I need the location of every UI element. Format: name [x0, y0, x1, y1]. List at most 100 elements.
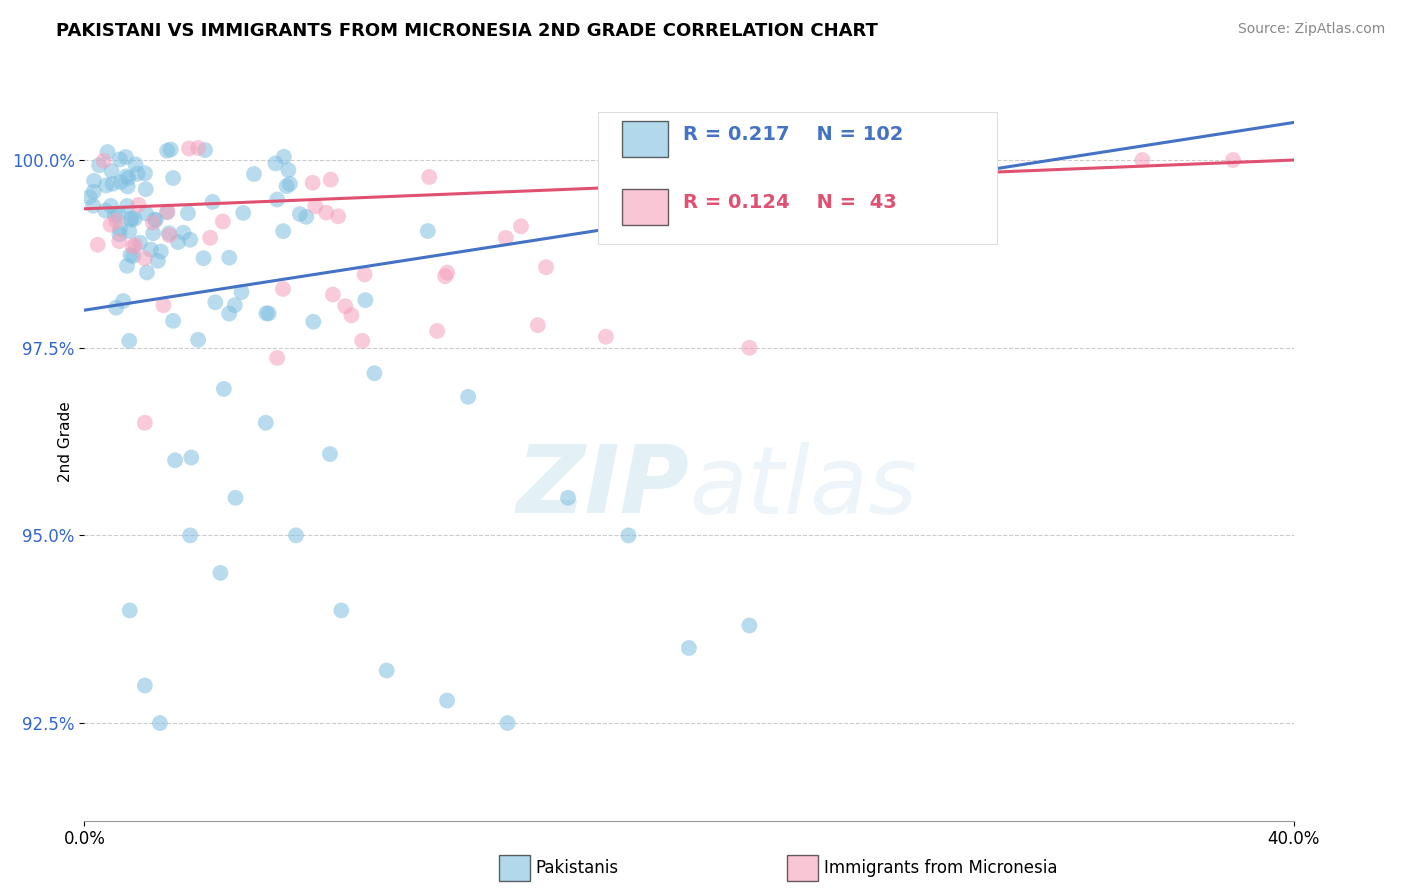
Point [534, 260, 557, 275]
Point [108, 153, 131, 167]
Point [630, 223, 652, 237]
Point [218, 251, 240, 265]
Point [434, 269, 457, 284]
Point [257, 306, 280, 320]
Point [149, 716, 172, 731]
Point [319, 172, 342, 186]
Point [129, 235, 152, 250]
Point [172, 226, 194, 240]
Point [330, 603, 353, 617]
Point [510, 219, 533, 234]
Text: Immigrants from Micronesia: Immigrants from Micronesia [824, 859, 1057, 877]
Point [301, 176, 323, 190]
Point [212, 382, 235, 396]
Point [295, 210, 318, 224]
Point [285, 528, 308, 542]
Point [82, 199, 104, 213]
Point [167, 235, 190, 249]
Point [204, 295, 226, 310]
Point [159, 228, 181, 243]
Point [162, 314, 184, 328]
Point [224, 298, 246, 312]
Point [87, 158, 110, 172]
Point [231, 285, 253, 299]
Point [143, 212, 166, 227]
FancyBboxPatch shape [623, 189, 668, 226]
Point [271, 224, 294, 238]
Point [107, 207, 129, 221]
Point [142, 216, 165, 230]
Point [288, 207, 311, 221]
Point [418, 169, 440, 184]
Point [157, 226, 180, 240]
Point [159, 143, 181, 157]
Point [200, 231, 222, 245]
Point [340, 308, 363, 322]
Point [105, 214, 128, 228]
Point [146, 253, 169, 268]
Point [124, 211, 146, 226]
Point [100, 218, 122, 232]
Point [156, 205, 179, 219]
Point [177, 206, 200, 220]
Point [108, 234, 131, 248]
Point [232, 206, 254, 220]
Point [595, 329, 617, 343]
Point [94, 178, 117, 193]
Point [156, 204, 179, 219]
Point [1222, 153, 1244, 167]
Point [134, 679, 156, 693]
Point [211, 214, 233, 228]
Point [165, 453, 187, 467]
Point [266, 351, 288, 365]
Point [375, 664, 398, 678]
Text: R = 0.217    N = 102: R = 0.217 N = 102 [683, 125, 903, 144]
Text: Pakistanis: Pakistanis [536, 859, 619, 877]
Point [218, 307, 240, 321]
Point [124, 238, 146, 252]
Point [108, 227, 131, 242]
Point [134, 166, 156, 180]
Point [264, 156, 287, 170]
Point [97, 145, 120, 159]
Point [135, 265, 157, 279]
Point [112, 293, 135, 308]
Point [120, 212, 142, 227]
Point [353, 268, 375, 282]
Text: R = 0.124    N =  43: R = 0.124 N = 43 [683, 194, 897, 212]
FancyBboxPatch shape [623, 120, 668, 157]
Point [117, 179, 139, 194]
Point [83, 185, 105, 199]
Point [315, 205, 337, 219]
Point [118, 334, 141, 348]
Point [79, 190, 101, 204]
Point [121, 239, 143, 253]
Point [105, 301, 128, 315]
Point [557, 491, 579, 505]
Point [94, 203, 117, 218]
Point [127, 167, 149, 181]
Point [266, 193, 288, 207]
Point [254, 416, 277, 430]
Point [179, 528, 201, 542]
Point [304, 199, 326, 213]
Point [354, 293, 377, 307]
Text: ZIP: ZIP [516, 441, 689, 533]
Point [156, 144, 179, 158]
Point [152, 298, 174, 312]
Point [149, 244, 172, 259]
Point [319, 447, 342, 461]
Point [120, 211, 142, 226]
Point [436, 266, 458, 280]
Point [302, 315, 325, 329]
Point [426, 324, 449, 338]
Point [114, 150, 136, 164]
Point [436, 693, 458, 707]
Point [187, 333, 209, 347]
Point [678, 640, 700, 655]
Point [187, 141, 209, 155]
Point [177, 141, 200, 155]
Text: atlas: atlas [689, 442, 917, 533]
Point [110, 175, 132, 189]
Point [100, 199, 122, 213]
